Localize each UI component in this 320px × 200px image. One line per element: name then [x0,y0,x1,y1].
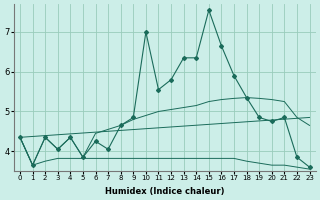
X-axis label: Humidex (Indice chaleur): Humidex (Indice chaleur) [105,187,225,196]
